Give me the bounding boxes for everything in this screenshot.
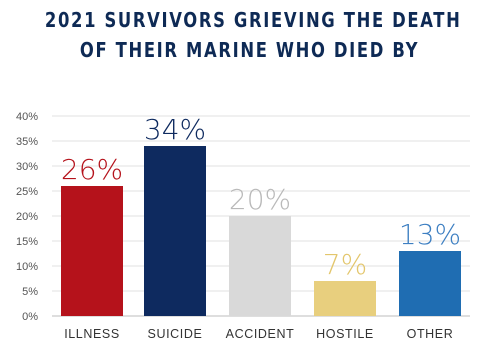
chart-title-line-1: 2021 SURVIVORS GRIEVING THE DEATH — [44, 8, 462, 32]
x-tick-label: SUICIDE — [148, 327, 203, 341]
bar — [314, 281, 376, 316]
y-tick-label: 15% — [16, 236, 38, 248]
x-tick-label: ILLNESS — [64, 327, 120, 341]
y-tick-label: 30% — [16, 161, 38, 173]
bar — [61, 186, 123, 316]
y-tick-label: 0% — [22, 311, 38, 323]
y-tick-label: 20% — [16, 211, 38, 223]
x-tick-label: ACCIDENT — [226, 327, 295, 341]
y-tick-label: 10% — [16, 261, 38, 273]
data-label: 13% — [399, 218, 461, 251]
data-label: 34% — [144, 113, 206, 146]
bar — [144, 146, 206, 316]
x-tick-label: HOSTILE — [316, 327, 374, 341]
data-label: 7% — [323, 248, 367, 281]
y-tick-label: 5% — [22, 286, 38, 298]
y-tick-label: 40% — [16, 111, 38, 123]
y-tick-label: 25% — [16, 186, 38, 198]
y-tick-label: 35% — [16, 136, 38, 148]
chart-title-line-2: OF THEIR MARINE WHO DIED BY — [79, 38, 420, 62]
x-tick-label: OTHER — [407, 327, 454, 341]
bar — [229, 216, 291, 316]
data-label: 26% — [61, 153, 123, 186]
data-label: 20% — [229, 183, 291, 216]
bar — [399, 251, 461, 316]
